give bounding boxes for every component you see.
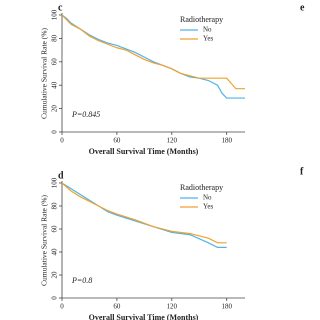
- x-tick-label: 120: [167, 303, 178, 311]
- x-tick-label: 180: [221, 303, 232, 311]
- legend-title: Radiotherapy: [180, 15, 223, 24]
- y-tick-label: 20: [51, 105, 59, 113]
- legend-label: No: [203, 194, 212, 202]
- survival-curve: [61, 182, 227, 248]
- legend-label: Yes: [203, 203, 213, 211]
- panel-label: f: [300, 166, 304, 177]
- x-tick-label: 180: [221, 137, 232, 145]
- p-value: P=0.8: [71, 276, 92, 285]
- survival-curve: [61, 14, 245, 90]
- y-tick-label: 20: [51, 271, 59, 279]
- y-tick-label: 60: [51, 225, 59, 233]
- y-tick-label: 0: [51, 130, 59, 134]
- x-axis-title: Overall Survival Time (Months): [89, 147, 199, 156]
- x-tick-label: 0: [60, 303, 64, 311]
- y-axis-title: Cumulative Survival Rate (%): [40, 194, 49, 286]
- legend-label: Yes: [203, 35, 213, 43]
- y-tick-label: 100: [51, 9, 59, 20]
- x-tick-label: 0: [60, 137, 64, 145]
- x-axis-title: Overall Survival Time (Months): [89, 313, 199, 320]
- y-tick-label: 100: [51, 177, 59, 188]
- panel-label: d: [58, 170, 64, 181]
- y-tick-label: 0: [51, 296, 59, 300]
- y-tick-label: 40: [51, 248, 59, 256]
- survival-curve: [61, 182, 227, 244]
- y-tick-label: 80: [51, 34, 59, 42]
- y-tick-label: 40: [51, 81, 59, 89]
- legend-title: Radiotherapy: [180, 183, 223, 192]
- p-value: P=0.845: [71, 110, 100, 119]
- y-tick-label: 80: [51, 202, 59, 210]
- x-tick-label: 60: [113, 303, 121, 311]
- x-tick-label: 60: [113, 137, 121, 145]
- x-tick-label: 120: [167, 137, 178, 145]
- legend-label: No: [203, 26, 212, 34]
- survival-curve: [61, 14, 245, 99]
- y-axis-title: Cumulative Survival Rate (%): [40, 27, 49, 119]
- panel-label: e: [300, 2, 305, 13]
- y-tick-label: 60: [51, 58, 59, 66]
- panel-label: c: [58, 2, 63, 13]
